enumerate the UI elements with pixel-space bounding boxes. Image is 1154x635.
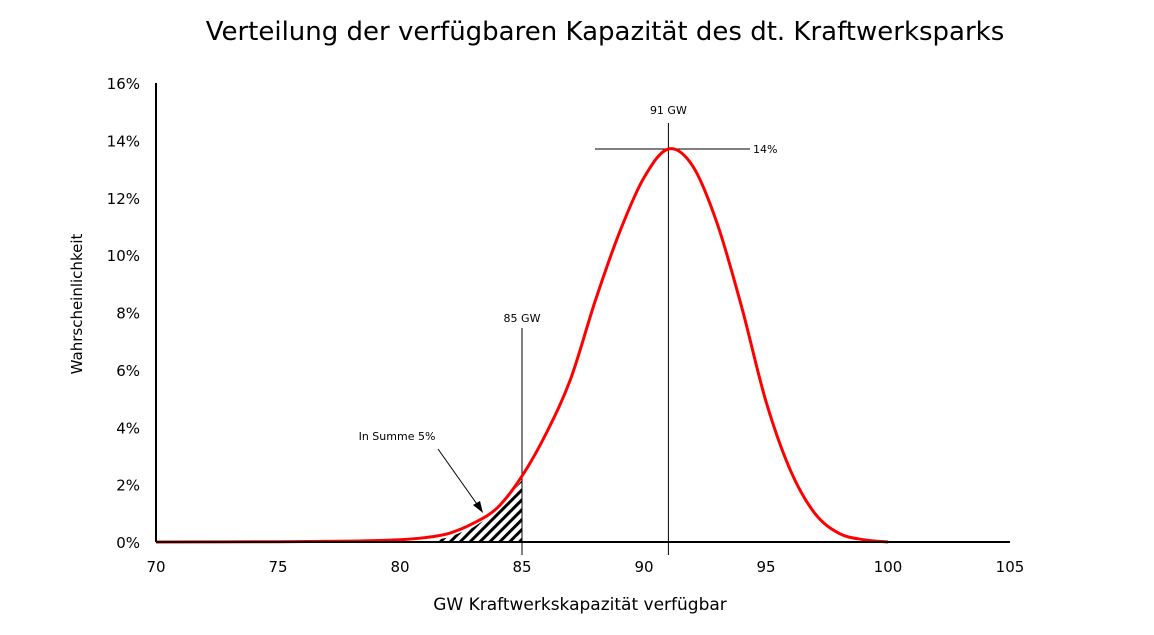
x-tick-label: 105 [996, 558, 1025, 576]
x-tick-label: 70 [146, 558, 165, 576]
y-tick-label: 10% [107, 247, 140, 265]
y-tick-label: 2% [116, 477, 140, 495]
arrowhead-icon [473, 501, 483, 513]
y-axis-label: Wahrscheinlichkeit [68, 234, 86, 375]
x-tick-label: 75 [268, 558, 287, 576]
shaded-area-label: In Summe 5% [359, 430, 436, 443]
peak-label: 14% [753, 143, 777, 156]
x-tick-label: 90 [634, 558, 653, 576]
y-tick-label: 8% [116, 305, 140, 323]
mean-label: 91 GW [650, 104, 687, 117]
y-tick-label: 14% [107, 132, 140, 150]
hatched-area [436, 480, 522, 542]
y-tick-label: 4% [116, 419, 140, 437]
x-tick-label: 80 [390, 558, 409, 576]
chart-title: Verteilung der verfügbaren Kapazität des… [206, 17, 1005, 47]
distribution-curve [155, 147, 889, 544]
x-axis-label: GW Kraftwerkskapazität verfügbar [433, 595, 727, 615]
arrow-line [437, 448, 480, 508]
x-tick-label: 85 [512, 558, 531, 576]
y-tick-label: 12% [107, 190, 140, 208]
threshold-label: 85 GW [504, 312, 541, 325]
x-tick-label: 100 [874, 558, 903, 576]
y-tick-label: 0% [116, 534, 140, 552]
y-tick-label: 6% [116, 362, 140, 380]
x-tick-label: 95 [756, 558, 775, 576]
y-tick-label: 16% [107, 75, 140, 93]
